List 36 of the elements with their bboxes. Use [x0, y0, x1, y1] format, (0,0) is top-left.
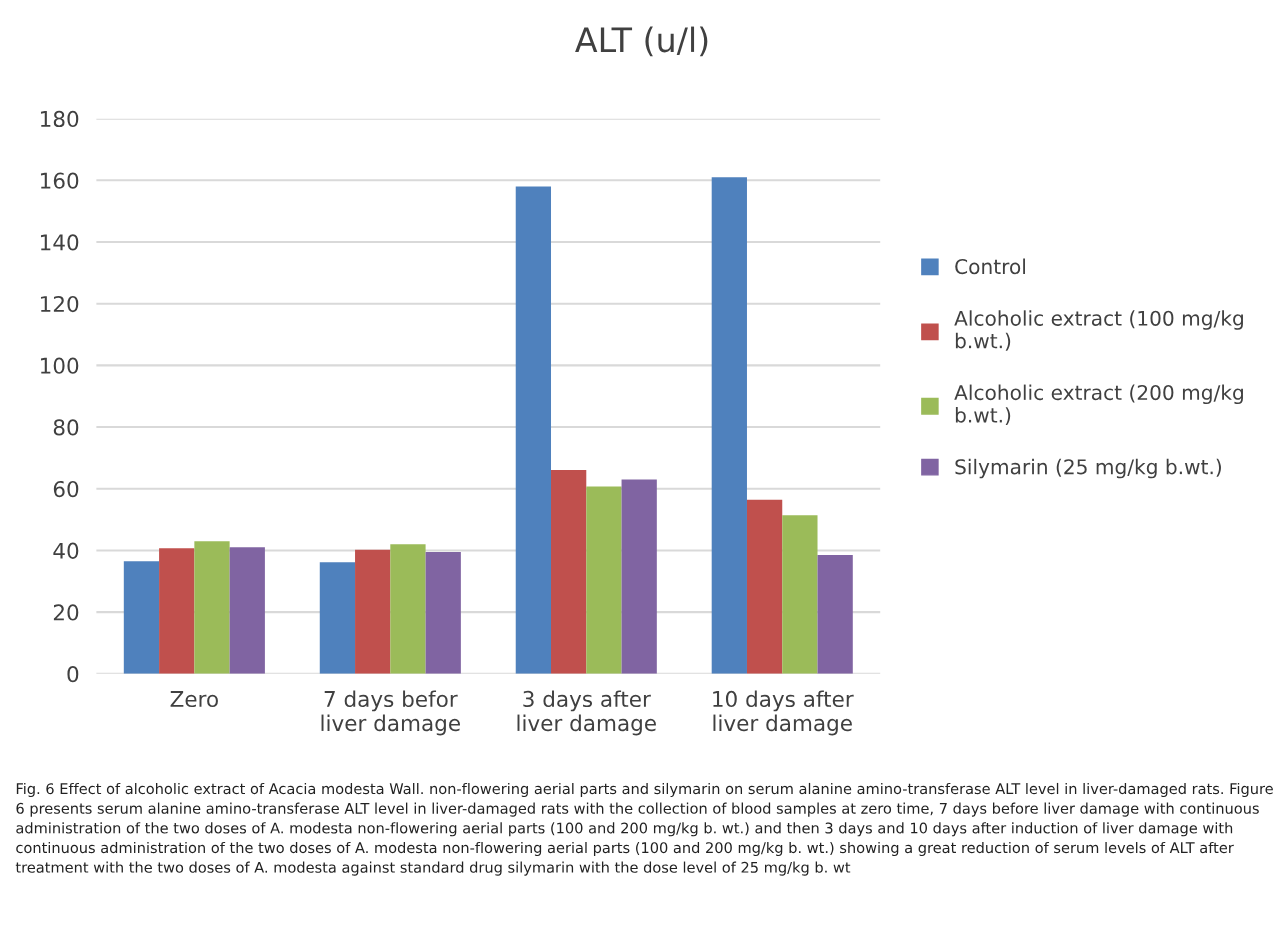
bar	[425, 551, 461, 674]
legend-label: Alcoholic extract (200 mg/kg b.wt.)	[954, 384, 1243, 426]
x-tick-label: 3 days after liver damage	[517, 690, 656, 736]
y-tick-label: 120	[40, 295, 79, 313]
bar	[551, 469, 587, 674]
y-tick-label: 60	[53, 480, 79, 498]
bar	[746, 499, 783, 674]
bar	[194, 541, 230, 674]
bar	[782, 515, 818, 674]
chart-title: ALT (u/l)	[575, 26, 708, 57]
y-tick-label: 160	[40, 172, 79, 189]
legend-label: Alcoholic extract (100 mg/kg b.wt.)	[954, 310, 1243, 351]
bar	[817, 555, 853, 674]
bar	[711, 177, 747, 674]
bar	[229, 547, 265, 674]
legend-label: Control	[955, 258, 1025, 275]
bar	[159, 548, 195, 674]
y-tick-label: 80	[53, 419, 79, 436]
y-tick-label: 20	[53, 604, 79, 621]
x-tick-label: 7 days befor liver damage	[321, 690, 460, 736]
bar	[123, 561, 160, 674]
x-tick-label: Zero	[170, 691, 218, 708]
y-tick-label: 100	[40, 357, 79, 374]
bar	[586, 486, 622, 674]
y-tick-label: 40	[53, 542, 79, 559]
x-tick-label: 10 days after liver damage	[713, 690, 854, 736]
legend-label: Silymarin (25 mg/kg b.wt.)	[955, 458, 1221, 479]
y-tick-label: 140	[40, 234, 79, 251]
bar	[355, 549, 391, 674]
caption: Fig. 6 Effect of alcoholic extract of Acacia modesta Wall. non-flowering aerial parts and silymarin on serum alanine amino-transferase ALT level in liver-damaged rats. Figure 6 presents serum alanine amino-transferase ALT level in liver-damaged rats with the collection of blood samples at zero time, 7 days before liver damage with continuous administration of the two doses of A. modesta non-flowering aerial parts (100 and 200 mg/kg b. wt.) and then 3 days and 10 days after induction of liver damage with continuous administration of the two doses of A. modesta non-flowering aerial parts (100 and 200 mg/kg b. wt.) showing a great reduction of serum levels of ALT after treatment with the two doses of A. modesta against standard drug silymarin with the dose level of 25 mg/kg b. wt	[15, 782, 1273, 876]
y-tick-label: 0	[67, 665, 79, 683]
bar	[515, 186, 552, 674]
bar	[319, 562, 356, 674]
bar	[390, 544, 426, 674]
y-tick-label: 180	[40, 110, 79, 128]
bar	[621, 479, 657, 674]
